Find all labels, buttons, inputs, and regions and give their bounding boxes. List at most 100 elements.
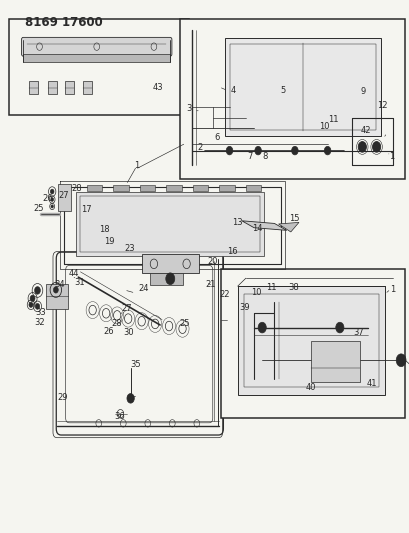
Text: 1: 1 [389,285,395,294]
Bar [142,254,198,273]
Bar [29,81,38,94]
Text: 26: 26 [103,327,114,336]
Circle shape [127,393,134,403]
Text: 2: 2 [197,143,202,152]
Text: 22: 22 [219,289,229,298]
Text: 12: 12 [376,101,387,110]
Circle shape [53,287,58,293]
Circle shape [254,147,261,155]
Text: 38: 38 [288,283,299,292]
Circle shape [30,295,35,302]
Text: 24: 24 [138,284,148,293]
Text: 35: 35 [130,360,141,369]
Circle shape [34,287,40,294]
Bar [230,44,375,130]
Bar [310,341,360,382]
Text: 27: 27 [121,304,132,313]
Text: 33: 33 [35,308,46,317]
Circle shape [51,198,54,201]
Text: 25: 25 [34,204,44,213]
Text: 41: 41 [366,379,376,388]
Bar [237,286,384,395]
Circle shape [29,302,33,308]
Bar [76,192,264,256]
Bar [58,184,71,211]
Bar [45,284,68,309]
Bar [113,184,128,191]
Bar [9,19,188,115]
Text: 36: 36 [115,412,125,421]
Circle shape [324,147,330,155]
Bar [65,81,74,94]
Bar [149,273,182,285]
Circle shape [165,273,174,285]
Bar [139,184,155,191]
Text: 9: 9 [359,86,364,95]
Text: 23: 23 [124,244,135,253]
Text: 39: 39 [239,303,250,312]
Text: 11: 11 [266,283,276,292]
Bar [166,184,181,191]
Text: 6: 6 [214,133,219,142]
Text: 14: 14 [252,224,262,233]
Text: 7: 7 [247,152,252,161]
Text: 34: 34 [54,280,64,289]
Circle shape [50,189,54,194]
Bar [243,294,378,387]
FancyBboxPatch shape [22,37,171,56]
Text: 16: 16 [226,247,237,256]
Bar [225,38,380,136]
FancyBboxPatch shape [56,252,223,435]
Text: 10: 10 [250,287,261,296]
Text: 8: 8 [262,152,267,161]
Bar [221,269,404,418]
Text: 15: 15 [288,214,299,223]
Text: 28: 28 [71,184,81,193]
Circle shape [258,322,265,333]
Text: 30: 30 [123,328,133,337]
Text: 1: 1 [133,161,139,170]
Bar [83,81,92,94]
Text: 13: 13 [232,219,243,228]
Text: 19: 19 [103,237,114,246]
Circle shape [35,303,40,309]
Circle shape [226,147,232,155]
Text: 3: 3 [186,104,191,113]
Circle shape [335,322,343,333]
Text: 32: 32 [34,318,45,327]
Text: 17: 17 [81,205,92,214]
Circle shape [372,142,380,152]
Bar [219,184,234,191]
Polygon shape [241,221,286,230]
Text: 44: 44 [68,269,79,278]
Text: 26: 26 [42,195,53,204]
Bar [47,81,56,94]
Text: 5: 5 [279,85,285,94]
Text: 10: 10 [319,122,329,131]
Text: 31: 31 [74,278,84,287]
Text: 43: 43 [152,83,163,92]
Text: 21: 21 [205,279,216,288]
Bar [180,19,404,179]
Bar [86,184,102,191]
Text: 8169 17600: 8169 17600 [25,15,103,29]
Circle shape [51,205,53,208]
Text: 18: 18 [99,225,110,235]
Text: 25: 25 [179,319,189,328]
Text: 37: 37 [352,328,363,337]
Bar [245,184,261,191]
Text: 40: 40 [304,383,315,392]
Text: 42: 42 [360,126,370,135]
Bar [80,196,260,252]
Circle shape [291,147,297,155]
Text: 4: 4 [230,85,236,94]
Text: 20: 20 [207,257,217,265]
Polygon shape [278,222,298,232]
Bar [192,184,208,191]
Text: 1: 1 [389,152,394,161]
Text: 27: 27 [58,191,69,200]
Text: 11: 11 [328,115,338,124]
Polygon shape [23,54,170,62]
Text: 28: 28 [112,319,122,328]
Text: 29: 29 [57,393,68,402]
